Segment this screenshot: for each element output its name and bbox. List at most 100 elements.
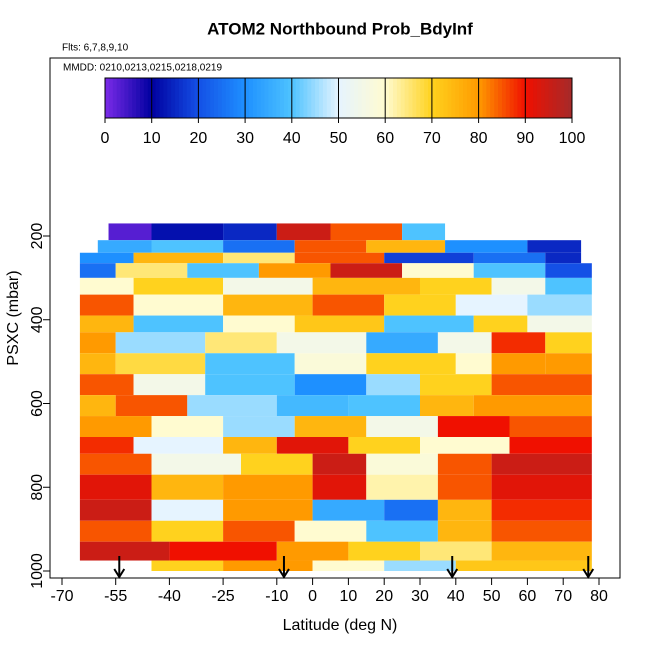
heat-cell — [223, 474, 313, 500]
heat-cell — [491, 353, 546, 375]
heat-cell — [473, 252, 546, 264]
x-tick-label: -10 — [265, 588, 288, 605]
colorbar-swatch — [513, 78, 519, 118]
heat-cell — [473, 395, 592, 417]
heat-cell — [79, 353, 116, 375]
heat-cell — [509, 437, 592, 454]
heat-cell — [545, 277, 592, 295]
colorbar-swatch — [167, 78, 172, 118]
heat-cell — [276, 223, 331, 241]
colorbar-swatch — [319, 78, 324, 118]
colorbar-swatch — [517, 78, 522, 118]
heat-cell — [366, 332, 438, 354]
colorbar-swatch — [116, 78, 122, 118]
colorbar-swatch — [213, 78, 219, 118]
colorbar-swatch — [221, 78, 227, 118]
heat-cell — [133, 315, 224, 333]
colorbar-swatch — [501, 78, 507, 118]
colorbar-swatch — [182, 78, 188, 118]
colorbar-swatch — [315, 78, 320, 118]
heat-cell — [133, 294, 224, 316]
heat-cell — [79, 416, 152, 437]
x-tick-label: 40 — [447, 588, 465, 605]
x-axis-label: Latitude (deg N) — [283, 617, 398, 634]
heat-cell — [79, 453, 152, 475]
colorbar-swatch — [268, 78, 273, 118]
colorbar-swatch — [330, 78, 336, 118]
colorbar-swatch — [509, 78, 515, 118]
heat-cell — [455, 560, 592, 571]
x-tick-label: -40 — [158, 588, 181, 605]
x-tick-label: 0 — [308, 588, 317, 605]
colorbar-tick-label: 40 — [283, 130, 301, 147]
colorbar-swatch — [498, 78, 503, 118]
heat-cell — [205, 374, 295, 396]
colorbar-swatch — [264, 78, 269, 118]
colorbar-swatch — [408, 78, 413, 118]
heat-cell — [79, 474, 152, 500]
colorbar-swatch — [248, 78, 254, 118]
y-tick-label: 400 — [29, 306, 46, 333]
colorbar-tick-label: 60 — [376, 130, 394, 147]
colorbar-swatch — [217, 78, 223, 118]
heat-cell — [79, 395, 116, 417]
heat-cell — [223, 560, 313, 571]
heat-cell — [151, 499, 224, 521]
colorbar-swatch — [392, 78, 398, 118]
colorbar-swatch — [424, 78, 429, 118]
colorbar-swatch — [252, 78, 258, 118]
heat-cell — [223, 416, 295, 437]
colorbar-swatch — [435, 78, 441, 118]
heat-cell — [223, 315, 295, 333]
colorbar-swatch — [455, 78, 460, 118]
colorbar-swatch — [385, 78, 390, 118]
x-tick-label: 10 — [340, 588, 358, 605]
x-tick-label: -70 — [50, 588, 73, 605]
heat-cell — [79, 499, 152, 521]
heat-cell — [420, 395, 474, 417]
colorbar-swatch — [132, 78, 137, 118]
heat-cell — [294, 240, 367, 253]
heat-cell — [455, 294, 528, 316]
colorbar-swatch — [175, 78, 180, 118]
colorbar-tick-label: 80 — [470, 130, 488, 147]
heat-cell — [491, 374, 592, 396]
x-tick-label: 30 — [411, 588, 429, 605]
heat-cell — [276, 437, 349, 454]
heat-cell — [384, 560, 456, 571]
colorbar-swatch — [326, 78, 332, 118]
heat-cell — [79, 437, 134, 454]
heat-cell — [366, 240, 446, 253]
colorbar-tick-label: 100 — [559, 130, 586, 147]
colorbar-swatch — [381, 78, 386, 118]
colorbar-swatch — [140, 78, 145, 118]
colorbar-swatch — [206, 78, 211, 118]
colorbar-swatch — [120, 78, 125, 118]
heat-cell — [187, 395, 277, 417]
heat-cell — [402, 263, 474, 278]
heat-cell — [330, 263, 403, 278]
heat-cell — [223, 223, 277, 241]
heat-cell — [79, 374, 134, 396]
colorbar-swatch — [447, 78, 452, 118]
colorbar-tick-label: 10 — [143, 130, 161, 147]
heat-cell — [115, 332, 206, 354]
y-tick-label: 800 — [29, 474, 46, 501]
colorbar-swatch — [303, 78, 308, 118]
colorbar-swatch — [396, 78, 402, 118]
colorbar-swatch — [163, 78, 168, 118]
colorbar-swatch — [474, 78, 480, 118]
heat-cell — [491, 277, 546, 295]
colorbar-swatch — [143, 78, 149, 118]
heat-cell — [366, 416, 438, 437]
colorbar-swatch — [210, 78, 215, 118]
colorbar-swatch — [536, 78, 542, 118]
x-tick-label: 50 — [483, 588, 501, 605]
heat-cell — [187, 263, 259, 278]
colorbar-swatch — [533, 78, 538, 118]
heat-cell — [312, 277, 420, 295]
heat-cell — [79, 277, 134, 295]
heat-cell — [223, 240, 295, 253]
colorbar-swatch — [377, 78, 382, 118]
colorbar-swatch — [346, 78, 351, 118]
